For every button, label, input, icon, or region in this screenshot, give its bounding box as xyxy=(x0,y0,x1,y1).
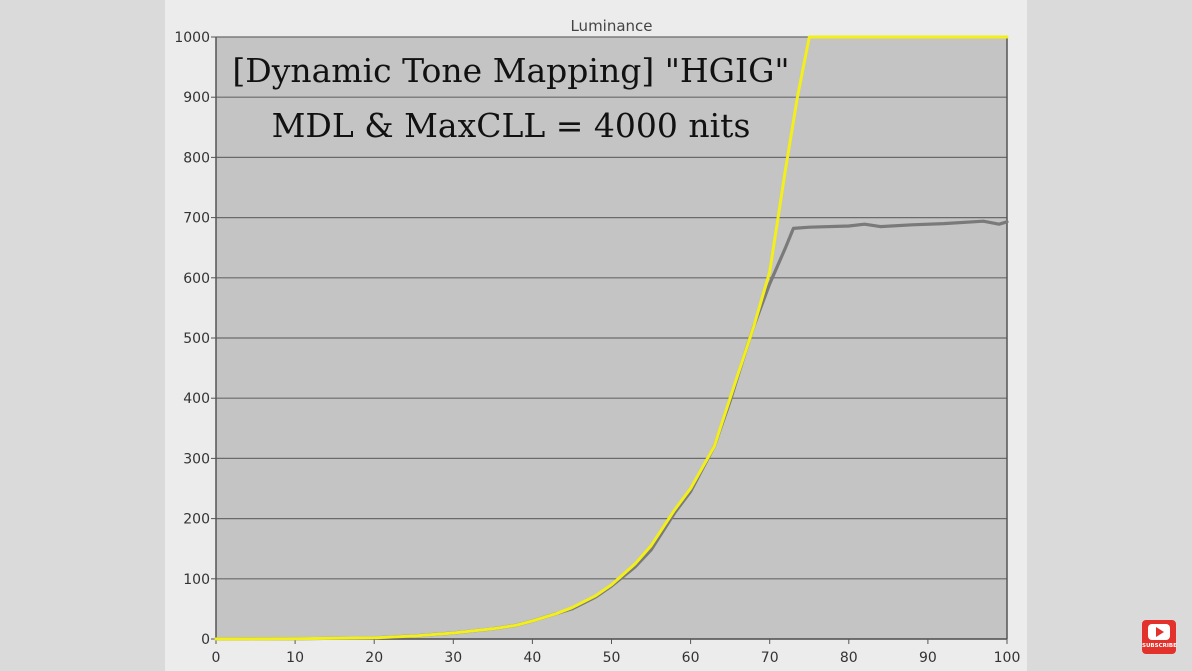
y-tick-label: 600 xyxy=(183,271,210,287)
subscribe-label: SUBSCRIBE xyxy=(1142,643,1177,649)
chart-panel: 0 100 200 300 400 500 600 700 800 900 1000 0 10 20 30 4… xyxy=(165,0,1027,671)
y-tick-label: 900 xyxy=(183,90,210,106)
y-tick-label: 1000 xyxy=(174,30,210,46)
annotation-line-2: MDL & MaxCLL = 4000 nits xyxy=(272,106,751,145)
x-tick-label: 40 xyxy=(523,650,541,666)
y-tick-label: 300 xyxy=(183,451,210,467)
y-tick-label: 400 xyxy=(183,391,210,407)
annotation-line-1: [Dynamic Tone Mapping] "HGIG" xyxy=(232,51,789,90)
luminance-chart: 0 100 200 300 400 500 600 700 800 900 1000 0 10 20 30 4… xyxy=(174,17,1021,666)
series-line-yellow xyxy=(214,35,1009,641)
x-tick-label: 100 xyxy=(994,650,1021,666)
y-tick-label: 200 xyxy=(183,512,210,528)
y-tick-label: 100 xyxy=(183,572,210,588)
x-tick-label: 60 xyxy=(682,650,700,666)
y-tick-label: 500 xyxy=(183,331,210,347)
x-tick-label: 20 xyxy=(365,650,383,666)
y-tick-label: 0 xyxy=(201,632,210,648)
x-tick-label: 0 xyxy=(212,650,221,666)
x-tick-label: 30 xyxy=(444,650,462,666)
y-tick-label: 700 xyxy=(183,211,210,227)
x-tick-label: 80 xyxy=(840,650,858,666)
subscribe-button[interactable]: SUBSCRIBE xyxy=(1142,620,1177,654)
x-tick-label: 70 xyxy=(761,650,779,666)
y-tick-label: 800 xyxy=(183,150,210,166)
x-tick-label: 90 xyxy=(919,650,937,666)
x-tick-label: 10 xyxy=(286,650,304,666)
play-icon xyxy=(1148,624,1170,640)
x-tick-label: 50 xyxy=(603,650,621,666)
chart-title: Luminance xyxy=(570,17,652,35)
